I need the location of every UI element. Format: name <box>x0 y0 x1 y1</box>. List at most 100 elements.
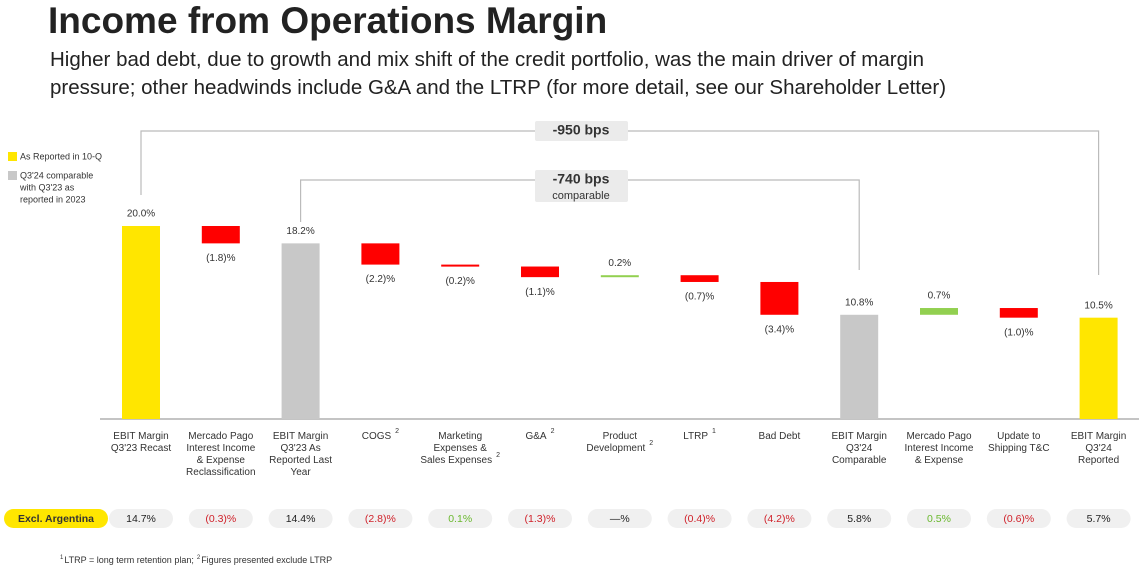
annotation-box <box>535 121 628 141</box>
value-label: (2.2)% <box>366 274 396 285</box>
row-pill <box>587 509 652 528</box>
value-label: (0.2)% <box>445 276 475 287</box>
bar <box>361 243 400 265</box>
x-tick-label-line: EBIT Margin <box>113 431 168 442</box>
footnote-text: LTRP = long term retention plan; <box>64 555 194 565</box>
x-tick-label-line: Interest Income <box>186 443 255 454</box>
x-tick-label: Bad Debt <box>759 431 801 442</box>
value-label: (1.1)% <box>525 287 555 298</box>
row-value: (0.6)% <box>1003 513 1034 525</box>
footnote-mark: 1 <box>712 428 716 435</box>
bar <box>281 243 320 419</box>
row-pill <box>428 509 493 528</box>
row-pill <box>188 509 253 528</box>
legend-label: reported in 2023 <box>20 194 86 204</box>
x-tick-label-line: Development <box>586 443 645 454</box>
value-label: 10.8% <box>845 297 873 308</box>
x-tick-label-line: Marketing <box>438 431 482 442</box>
row-value: 5.7% <box>1087 513 1111 525</box>
bar <box>680 275 719 282</box>
row-pill <box>827 509 892 528</box>
footnote-mark: 2 <box>496 452 500 459</box>
row-value: 14.4% <box>286 513 316 525</box>
footnote-mark: 1 <box>60 555 64 561</box>
x-tick-label: Mercado Pago Interest Income & Expense <box>905 431 974 466</box>
row-value: (4.2)% <box>764 513 795 525</box>
row-pill <box>907 509 971 528</box>
x-tick-label-line: Shipping T&C <box>988 443 1050 454</box>
bar <box>1079 317 1118 419</box>
legend-label: As Reported in 10-Q <box>20 151 102 161</box>
legend-label: with Q3'23 as <box>19 182 75 192</box>
x-tick-label-line: Comparable <box>832 455 887 466</box>
x-tick-label: Update to Shipping T&C <box>988 431 1050 454</box>
x-tick-label-line: Interest Income <box>905 443 974 454</box>
row-pill <box>667 509 732 528</box>
x-tick-label: LTRP 1 <box>683 428 716 442</box>
x-tick-label-line: EBIT Margin <box>832 431 887 442</box>
x-tick-label: Product Development 2 <box>586 431 653 454</box>
x-tick-label-line: Reclassification <box>186 467 255 478</box>
annotation: -950 bps <box>553 122 610 138</box>
bar <box>441 264 480 267</box>
x-tick-label: EBIT Margin Q3'24 Reported <box>1071 431 1126 466</box>
x-tick-label-line: Bad Debt <box>759 431 801 442</box>
legend-swatch <box>8 171 17 180</box>
row-pill <box>1066 509 1131 528</box>
row-pill <box>747 509 812 528</box>
chart-title: Income from Operations Margin <box>48 0 608 41</box>
x-tick-label: EBIT Margin Q3'23 Recast <box>111 431 171 454</box>
footnote-mark: 2 <box>649 440 653 447</box>
bar <box>521 266 559 278</box>
value-label: (1.8)% <box>206 253 236 264</box>
bar <box>201 226 240 244</box>
x-tick-label: EBIT Margin Q3'24 Comparable <box>832 431 887 466</box>
x-tick-label-line: Reported <box>1078 455 1119 466</box>
value-label: 20.0% <box>127 209 155 220</box>
row-pill <box>348 509 413 528</box>
row-pill <box>268 509 333 528</box>
footnote-mark: 2 <box>395 428 399 435</box>
x-tick-label: G&A 2 <box>525 428 554 442</box>
row-value: (0.3)% <box>205 513 236 525</box>
row-value: (2.8)% <box>365 513 396 525</box>
bar <box>920 308 958 315</box>
bar <box>840 314 879 419</box>
row-value: —% <box>610 513 630 525</box>
x-tick-label-line: G&A <box>525 431 546 442</box>
legend-swatch <box>8 152 17 161</box>
footnote: 1LTRP = long term retention plan; 2Figure… <box>60 555 332 566</box>
x-tick-label-line: Product <box>603 431 638 442</box>
row-value: 0.1% <box>448 513 472 525</box>
bar <box>122 226 160 419</box>
footnote-text: Figures presented exclude LTRP <box>201 555 332 565</box>
bar <box>760 281 799 315</box>
x-tick-label-line: & Expense <box>197 455 246 466</box>
x-tick-label-line: Reported Last <box>269 455 332 466</box>
row-value: (0.4)% <box>684 513 715 525</box>
x-tick-label-line: Sales Expenses <box>420 455 492 466</box>
row-value: 0.5% <box>927 513 951 525</box>
bar <box>999 308 1038 318</box>
row-value: 14.7% <box>126 513 156 525</box>
x-tick-label-line: Update to <box>997 431 1041 442</box>
value-label: 0.2% <box>608 258 631 269</box>
x-tick-label: Marketing Expenses & Sales Expenses 2 <box>420 431 500 466</box>
value-label: 0.7% <box>928 291 951 302</box>
value-label: 18.2% <box>286 226 314 237</box>
x-tick-label-line: Q3'23 Recast <box>111 443 171 454</box>
footnote-mark: 2 <box>551 428 555 435</box>
row-pill <box>508 509 572 528</box>
x-tick-label-line: EBIT Margin <box>273 431 328 442</box>
x-tick-label-line: Mercado Pago <box>906 431 971 442</box>
annotation: -740 bps <box>553 171 610 187</box>
x-tick-label: EBIT Margin Q3'23 As Reported Last Year <box>269 431 332 478</box>
value-label: (0.7)% <box>685 292 715 303</box>
x-tick-label: COGS 2 <box>362 428 399 442</box>
subtitle-line: Higher bad debt, due to growth and mix s… <box>50 48 924 71</box>
bar <box>600 275 639 278</box>
x-tick-label-line: Expenses & <box>434 443 488 454</box>
value-label: (1.0)% <box>1004 327 1034 338</box>
row-pill <box>109 509 173 528</box>
annotation-box <box>535 170 628 202</box>
